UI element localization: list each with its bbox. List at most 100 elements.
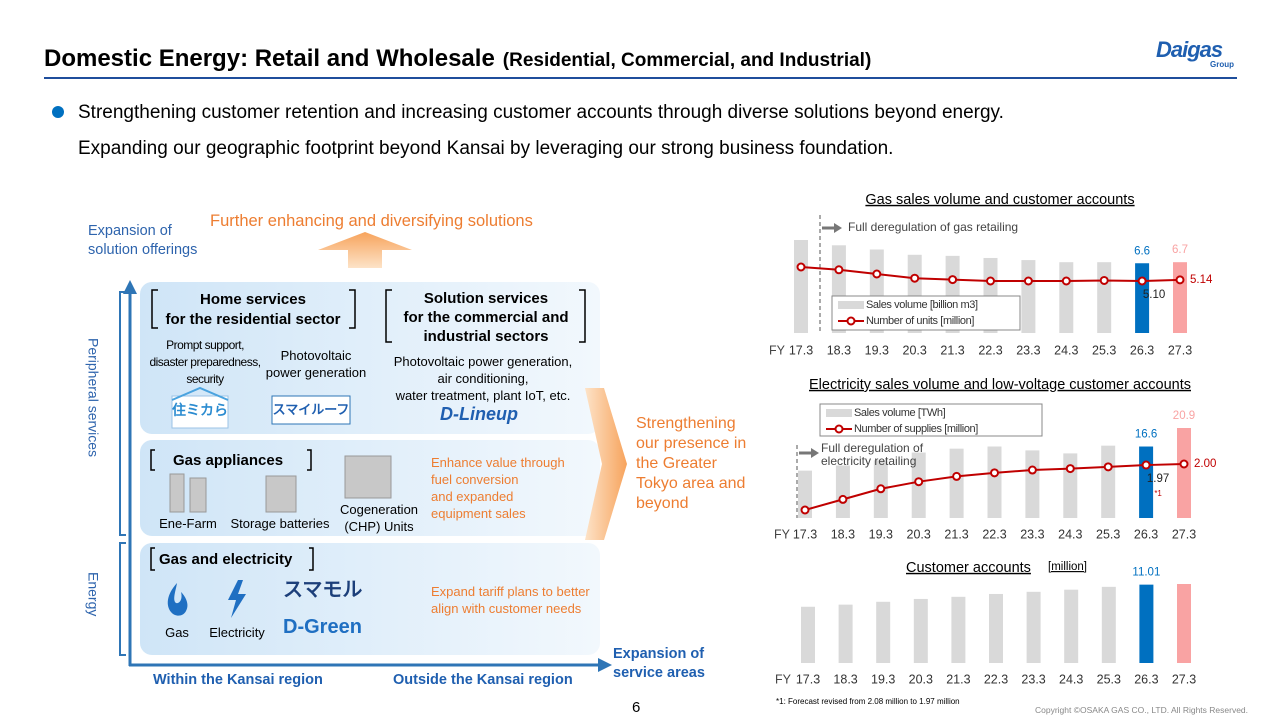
bar	[1064, 589, 1079, 663]
line-value-label: 1.97	[1147, 473, 1169, 485]
energy-logo: D-Green	[283, 616, 362, 638]
x-tick-label: 17.3	[793, 527, 817, 541]
line-marker	[838, 494, 848, 504]
energy-logo: スマモル	[283, 579, 363, 601]
bar-value-label: 6.6	[1134, 245, 1150, 257]
legend-label: Number of units [million]	[866, 315, 974, 327]
bar-value-label: 11.01	[1132, 567, 1160, 579]
right-arrow-label: Strengthening our presence in the Greate…	[636, 415, 747, 512]
appliances-title: Gas appliances	[173, 452, 284, 469]
line-marker	[990, 468, 999, 478]
x-tick-label: 24.3	[1059, 672, 1083, 686]
home-title: Home services for the residential sector	[165, 291, 341, 328]
logo-box	[271, 395, 351, 425]
title-note: (Residential, Commercial, and Industrial…	[502, 50, 872, 71]
x-tick-label: 20.3	[903, 343, 927, 357]
x-tick-label: 19.3	[865, 343, 889, 357]
bar-value-label: 16.6	[1135, 429, 1157, 441]
x-tick-label: 27.3	[1172, 527, 1196, 541]
electricity-icon	[228, 580, 246, 618]
line-marker	[948, 275, 958, 285]
bar	[1101, 445, 1116, 518]
gas-icon	[167, 583, 188, 616]
line-marker	[1099, 275, 1109, 285]
brackets	[150, 289, 586, 571]
appliances-note: Enhance value through fuel conversion an…	[431, 455, 565, 521]
x-prefix: FY	[774, 527, 791, 541]
bar	[913, 598, 928, 663]
appliance-icons	[169, 455, 392, 513]
x-tick-label: 25.3	[1097, 672, 1121, 686]
x-axis-label: Expansion of service areas	[613, 646, 705, 681]
appliance-item: Cogeneration (CHP) Units	[339, 502, 419, 534]
copyright: Copyright ©OSAKA GAS CO., LTD. All Right…	[1035, 705, 1249, 715]
page-number: 6	[632, 699, 641, 716]
line-marker	[910, 273, 920, 283]
bullet-text: Strengthening customer retention and inc…	[78, 102, 1004, 123]
bar	[835, 465, 850, 518]
home-logo: 住ミカら	[172, 402, 228, 418]
solution-item: Photovoltaic power generation, air condi…	[393, 354, 573, 403]
x-tick-label: 26.3	[1134, 527, 1158, 541]
bar	[989, 593, 1003, 663]
bar	[1059, 262, 1074, 333]
side-label: Peripheral services	[85, 338, 102, 458]
bar	[1101, 586, 1116, 663]
x-tick-label: 21.3	[944, 527, 968, 541]
right-arrow	[585, 388, 627, 540]
bar-value-label: 6.7	[1172, 244, 1188, 256]
chart-unit: [million]	[1048, 561, 1087, 573]
bar	[1097, 262, 1112, 333]
x-tick-label: 19.3	[869, 527, 893, 541]
x-tick-label: 18.3	[831, 527, 855, 541]
line-value-label: 2.00	[1194, 458, 1216, 470]
bar	[1026, 591, 1041, 663]
x-tick-label: 23.3	[1016, 343, 1040, 357]
legend-swatch	[846, 316, 856, 326]
annotation-arrowhead	[811, 448, 819, 458]
line-marker	[914, 477, 924, 487]
line-marker	[1027, 465, 1037, 475]
line-marker	[834, 265, 844, 275]
line-marker	[800, 505, 810, 515]
x-tick-label: 17.3	[796, 672, 820, 686]
logo-sub: Group	[1210, 60, 1234, 69]
x-tick-label: 23.3	[1021, 672, 1045, 686]
line-marker	[1141, 460, 1151, 470]
bar	[801, 606, 815, 663]
line-value-note: *1	[1154, 489, 1162, 498]
x-tick-label: 24.3	[1058, 527, 1082, 541]
axis-arrowhead	[123, 280, 137, 294]
solution-title: Solution services for the commercial and…	[403, 290, 569, 345]
x-tick-label: 25.3	[1096, 527, 1120, 541]
footnote: *1: Forecast revised from 2.08 million t…	[776, 697, 960, 706]
line-marker	[1061, 276, 1071, 286]
chart-title: Gas sales volume and customer accounts	[865, 192, 1134, 208]
bar	[1021, 260, 1036, 333]
x-tick-label: 17.3	[789, 343, 813, 357]
legend-box	[819, 403, 1043, 437]
chart-title: Customer accounts	[906, 560, 1031, 576]
energy-title: Gas and electricity	[159, 551, 293, 568]
bar	[798, 470, 812, 518]
bar-value-label: 20.9	[1173, 410, 1195, 422]
legend-swatch	[834, 424, 844, 434]
x-tick-label: 21.3	[946, 672, 970, 686]
legend-swatch	[838, 301, 864, 309]
x-tick-label: 18.3	[833, 672, 857, 686]
logo: Daigas	[1156, 37, 1223, 62]
x-category: Outside the Kansai region	[393, 672, 573, 688]
line-marker	[876, 484, 886, 494]
x-prefix: FY	[769, 343, 786, 357]
x-tick-label: 22.3	[984, 672, 1008, 686]
x-tick-label: 24.3	[1054, 343, 1078, 357]
legend-label: Sales volume [TWh]	[854, 407, 946, 419]
legend-label: Sales volume [billion m3]	[866, 299, 978, 311]
x-tick-label: 22.3	[978, 343, 1002, 357]
axis-arrowhead	[598, 658, 612, 672]
annotation-arrowhead	[834, 223, 842, 233]
side-label: Energy	[85, 572, 102, 617]
x-tick-label: 21.3	[940, 343, 964, 357]
